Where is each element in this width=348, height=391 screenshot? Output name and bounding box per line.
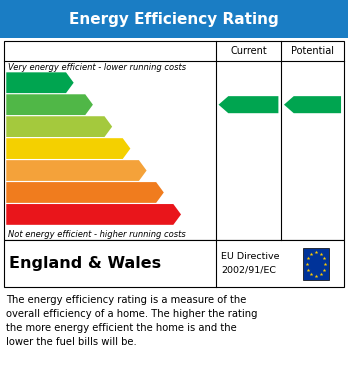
Text: (92-100): (92-100) <box>10 78 49 87</box>
Polygon shape <box>6 94 93 115</box>
Text: (1-20): (1-20) <box>10 210 38 219</box>
Text: EU Directive: EU Directive <box>221 252 279 262</box>
Polygon shape <box>6 182 164 203</box>
Text: Energy Efficiency Rating: Energy Efficiency Rating <box>69 12 279 27</box>
Text: E: E <box>135 164 144 177</box>
Text: C: C <box>100 120 109 133</box>
Text: A: A <box>61 76 71 89</box>
Bar <box>0 0 348 38</box>
Text: D: D <box>117 142 128 155</box>
Text: (69-80): (69-80) <box>10 122 43 131</box>
Text: G: G <box>167 208 178 221</box>
Text: F: F <box>152 186 161 199</box>
Polygon shape <box>6 204 181 225</box>
Text: B: B <box>80 98 90 111</box>
Text: Not energy efficient - higher running costs: Not energy efficient - higher running co… <box>8 230 185 239</box>
Polygon shape <box>6 72 74 93</box>
Text: Very energy efficient - lower running costs: Very energy efficient - lower running co… <box>8 63 186 72</box>
Bar <box>303 248 329 280</box>
Text: Potential: Potential <box>291 46 334 56</box>
Text: (81-91): (81-91) <box>10 100 43 109</box>
Text: 81: 81 <box>244 98 261 111</box>
Polygon shape <box>6 160 147 181</box>
Text: England & Wales: England & Wales <box>9 256 161 271</box>
Text: Current: Current <box>230 46 267 56</box>
Text: (39-54): (39-54) <box>10 166 43 175</box>
Text: 81: 81 <box>308 98 325 111</box>
Polygon shape <box>6 138 130 159</box>
Polygon shape <box>6 116 112 137</box>
Bar <box>4 240 344 287</box>
Text: (21-38): (21-38) <box>10 188 43 197</box>
Text: (55-68): (55-68) <box>10 144 43 153</box>
Polygon shape <box>219 96 278 113</box>
Text: 2002/91/EC: 2002/91/EC <box>221 265 276 275</box>
Text: The energy efficiency rating is a measure of the
overall efficiency of a home. T: The energy efficiency rating is a measur… <box>6 295 258 347</box>
Bar <box>4 41 344 240</box>
Polygon shape <box>284 96 341 113</box>
